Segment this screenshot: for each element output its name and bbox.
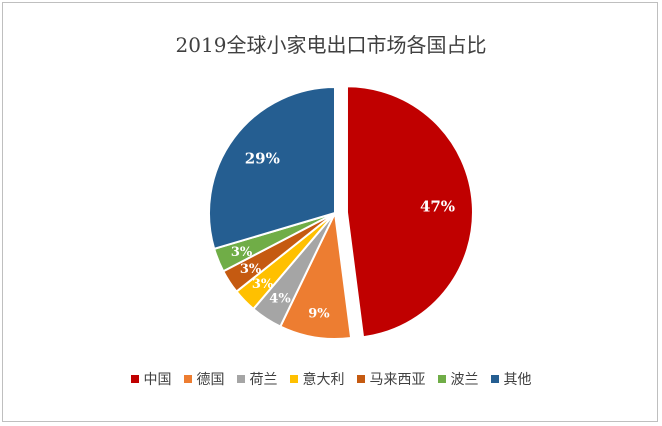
- chart-title: 2019全球小家电出口市场各国占比: [175, 33, 487, 57]
- legend-label: 德国: [196, 372, 225, 388]
- slice-label-3: 3%: [252, 277, 274, 292]
- legend-item-6: 其他: [490, 369, 532, 389]
- legend-item-2: 荷兰: [236, 369, 278, 389]
- legend-label: 意大利: [302, 372, 345, 388]
- chart-frame: 2019全球小家电出口市场各国占比 47% 9% 4% 3% 3% 3% 29% 中国 德国荷…: [2, 2, 658, 422]
- legend-swatch: [236, 375, 245, 383]
- legend: 中国 德国 荷兰 意大利 马来西亚 波兰 其他: [3, 369, 659, 389]
- legend-label: 中国: [143, 372, 172, 388]
- slice-label-2: 4%: [269, 291, 291, 306]
- slice-label-5: 3%: [231, 245, 253, 260]
- legend-label: 其他: [503, 372, 532, 388]
- legend-swatch: [356, 375, 365, 383]
- pie-slice-0: [345, 85, 474, 339]
- legend-swatch: [289, 375, 298, 383]
- pie-slice-6: [208, 85, 336, 251]
- legend-label: 波兰: [450, 372, 479, 388]
- legend-swatch: [130, 375, 139, 383]
- legend-swatch: [490, 375, 499, 383]
- legend-item-1: 德国: [183, 369, 225, 389]
- legend-swatch: [183, 375, 192, 383]
- slice-label-6: 29%: [245, 150, 280, 168]
- pie-chart: 47%9%4%3%3%3%29%: [208, 85, 474, 340]
- legend-item-4: 马来西亚: [356, 369, 426, 389]
- slice-label-1: 9%: [308, 307, 330, 322]
- legend-item-0: 中国: [130, 369, 172, 389]
- legend-item-3: 意大利: [289, 369, 345, 389]
- legend-swatch: [437, 375, 446, 383]
- legend-item-5: 波兰: [437, 369, 479, 389]
- slice-label-0: 47%: [420, 197, 455, 215]
- legend-label: 荷兰: [249, 372, 278, 388]
- slice-label-4: 3%: [240, 262, 262, 277]
- legend-label: 马来西亚: [369, 372, 426, 388]
